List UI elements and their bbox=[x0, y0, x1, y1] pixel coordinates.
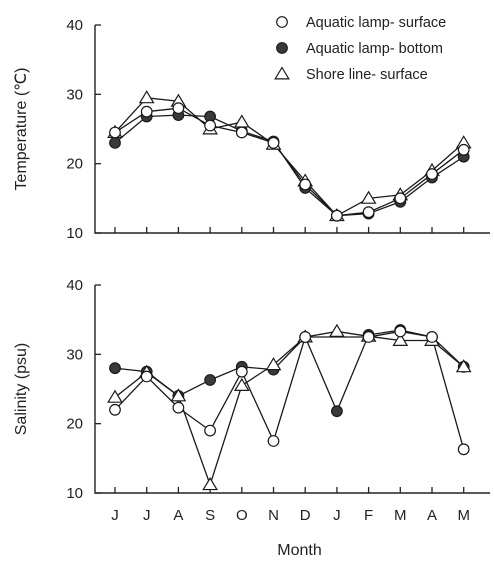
data-point bbox=[299, 178, 312, 191]
data-point bbox=[204, 119, 217, 132]
x-tick-label: A bbox=[173, 507, 183, 524]
salinity-panel: 10 20 30 40 J J A S O N D J F M A M Salinity (psu) Month bbox=[13, 277, 490, 559]
axis-lines bbox=[94, 285, 490, 494]
data-point bbox=[233, 114, 250, 128]
x-tick-label: D bbox=[300, 507, 311, 524]
data-point bbox=[170, 388, 187, 402]
data-point bbox=[140, 105, 153, 118]
y-tick-label: 40 bbox=[66, 277, 83, 294]
x-tick-label: J bbox=[143, 507, 151, 524]
data-point bbox=[392, 332, 409, 346]
data-point bbox=[331, 209, 343, 222]
data-point bbox=[107, 389, 123, 403]
data-point bbox=[362, 206, 375, 219]
legend-marker bbox=[274, 66, 290, 80]
legend-marker bbox=[276, 42, 288, 54]
legend-marker bbox=[276, 16, 288, 28]
y-tick-label: 20 bbox=[66, 416, 83, 433]
legend-label: Shore line- surface bbox=[306, 67, 428, 83]
data-point bbox=[172, 401, 185, 414]
x-tick-label: O bbox=[236, 507, 248, 524]
data-point bbox=[267, 136, 280, 149]
series-line bbox=[114, 114, 465, 217]
x-tick-label: J bbox=[333, 507, 341, 524]
data-point bbox=[299, 331, 312, 343]
chart-legend: Aquatic lamp- surface Aquatic lamp- botto… bbox=[274, 15, 446, 83]
data-point bbox=[138, 90, 155, 104]
y-tick-label: 30 bbox=[66, 346, 83, 363]
x-tick-label: M bbox=[394, 507, 407, 524]
data-point bbox=[362, 331, 375, 343]
y-axis-title: Salinity (psu) bbox=[13, 343, 30, 435]
data-point bbox=[140, 370, 153, 383]
legend-label: Aquatic lamp- surface bbox=[306, 15, 446, 31]
data-point bbox=[267, 435, 280, 447]
data-point bbox=[204, 374, 217, 386]
y-tick-label: 30 bbox=[66, 86, 83, 103]
data-point bbox=[455, 359, 472, 373]
data-point bbox=[426, 331, 438, 343]
y-tick-label: 10 bbox=[66, 225, 83, 242]
data-point bbox=[235, 126, 248, 139]
data-point bbox=[202, 477, 218, 491]
series-line bbox=[114, 329, 465, 413]
data-point bbox=[265, 357, 282, 371]
data-point bbox=[109, 126, 121, 139]
data-point bbox=[457, 443, 470, 456]
y-tick-label: 40 bbox=[66, 17, 83, 34]
legend-label: Aquatic lamp- bottom bbox=[306, 41, 443, 57]
data-point bbox=[426, 168, 438, 180]
y-tick-label: 20 bbox=[66, 156, 83, 173]
data-point bbox=[457, 143, 470, 156]
temperature-panel: 10 20 30 40 Temperature (℃) bbox=[13, 17, 490, 242]
y-axis-title: Temperature (℃) bbox=[13, 68, 30, 191]
x-tick-label: F bbox=[364, 507, 373, 524]
x-tick-label: J bbox=[111, 507, 119, 524]
data-point bbox=[204, 424, 217, 437]
y-tick-label: 10 bbox=[66, 485, 83, 502]
data-point bbox=[172, 102, 185, 115]
series-line bbox=[114, 330, 465, 487]
x-tick-label: M bbox=[457, 507, 470, 524]
data-point bbox=[394, 192, 407, 205]
data-point bbox=[109, 362, 121, 375]
data-point bbox=[329, 323, 345, 337]
data-point bbox=[109, 403, 121, 416]
x-tick-label: S bbox=[205, 507, 215, 524]
x-tick-label: N bbox=[268, 507, 279, 524]
data-point bbox=[233, 377, 250, 392]
x-tick-label: A bbox=[427, 507, 437, 524]
x-axis-title: Month bbox=[277, 542, 321, 559]
data-point bbox=[235, 365, 248, 378]
data-point bbox=[109, 136, 121, 149]
data-point bbox=[331, 405, 343, 418]
data-point bbox=[360, 190, 377, 204]
data-point bbox=[394, 325, 407, 338]
series-line bbox=[114, 330, 465, 450]
